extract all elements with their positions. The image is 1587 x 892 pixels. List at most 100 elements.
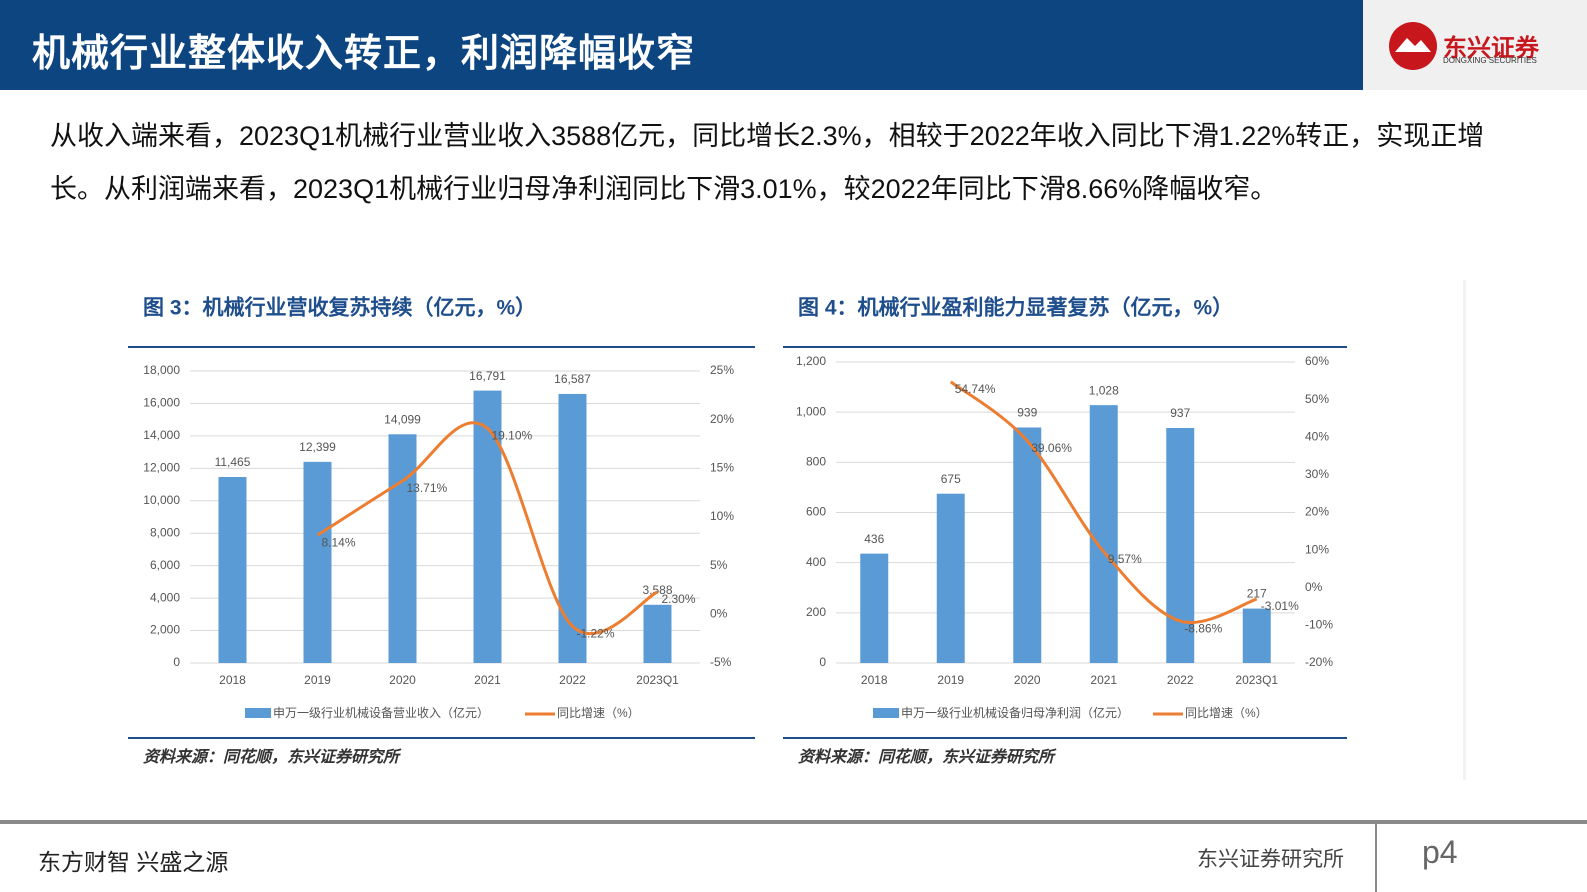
y2-tick-label: 5% [710,558,728,572]
line-series [949,380,1258,624]
x-tick-label: 2022 [559,673,586,687]
bar [936,493,965,663]
y2-tick-label: -10% [1305,618,1333,632]
legend-label: 申万一级行业机械设备归母净利润（亿元） [901,705,1129,720]
bar-value-label: 11,465 [215,455,251,469]
x-tick-label: 2018 [219,673,246,687]
legend-swatch [245,708,271,718]
y-tick-label: 2,000 [150,623,180,637]
legend-label: 申万一级行业机械设备营业收入（亿元） [273,705,489,720]
logo-name: 东兴证券 [1443,35,1539,62]
x-tick-label: 2020 [1014,673,1041,687]
x-tick-label: 2020 [389,673,416,687]
y-tick-label: 6,000 [150,558,180,572]
bar-value-label: 217 [1247,587,1267,601]
x-tick-label: 2019 [304,673,331,687]
bar-value-label: 675 [941,472,961,486]
y2-tick-label: 20% [710,412,734,426]
bar [558,393,587,663]
footer-separator [1375,824,1377,892]
y2-tick-label: 30% [1305,467,1329,481]
logo: 东兴证券 DONGXING SECURITIES [1363,0,1587,90]
logo-icon [1389,22,1437,70]
y2-tick-label: 15% [710,461,734,475]
bar [1089,405,1118,663]
bar [218,477,247,663]
footer-rule [0,820,1587,824]
logo-sub: DONGXING SECURITIES [1443,56,1537,65]
bar-value-label: 12,399 [299,440,336,454]
bar [303,461,332,663]
y2-tick-label: 40% [1305,429,1329,443]
line-value-label: 13.71% [407,481,448,495]
line-value-label: 54.74% [955,382,996,396]
footer-slogan: 东方财智 兴盛之源 [38,849,229,875]
chart-title: 图 3：机械行业营收复苏持续（亿元，%） [143,296,536,320]
bar-value-label: 436 [864,532,884,546]
line-value-label: 19.10% [492,429,533,443]
x-tick-label: 2021 [1090,673,1117,687]
header-bar: 机械行业整体收入转正，利润降幅收窄 [0,0,1363,90]
line-series [316,421,659,636]
x-tick-label: 2022 [1167,673,1194,687]
line-value-label: 2.30% [662,592,696,606]
bar [1013,427,1042,663]
y-tick-label: 14,000 [143,428,180,442]
y2-tick-label: 50% [1305,392,1329,406]
y-tick-label: 1,200 [796,354,826,368]
x-tick-label: 2023Q1 [1235,673,1278,687]
bar [860,553,889,663]
bar-value-label: 3,588 [642,583,672,597]
bar-value-label: 16,791 [469,369,506,383]
line-value-label: -3.01% [1261,599,1299,613]
bar [643,604,672,663]
y2-tick-label: 0% [710,607,728,621]
bar [388,434,417,663]
bar [1242,608,1271,663]
bar-value-label: 939 [1017,406,1037,420]
body-text: 从收入端来看，2023Q1机械行业营业收入3588亿元，同比增长2.3%，相较于… [50,121,1485,204]
y2-tick-label: 10% [710,509,734,523]
bar-value-label: 14,099 [384,412,421,426]
y-tick-label: 200 [806,605,826,619]
page-number: p4 [1422,834,1458,870]
y-tick-label: 600 [806,505,826,519]
y2-tick-label: 25% [710,363,734,377]
legend-label: 同比增速（%） [557,706,640,720]
y-tick-label: 12,000 [143,461,180,475]
chart-title: 图 4：机械行业盈利能力显著复苏（亿元，%） [798,296,1233,320]
y-tick-label: 400 [806,555,826,569]
chart-source: 资料来源：同花顺，东兴证券研究所 [798,748,1057,766]
x-tick-label: 2018 [861,673,888,687]
y-tick-label: 800 [806,455,826,469]
line-value-label: -8.86% [1184,621,1222,635]
bar [473,390,502,663]
y-tick-label: 1,000 [796,404,826,418]
y-tick-label: 18,000 [143,363,180,377]
chart-source: 资料来源：同花顺，东兴证券研究所 [143,748,402,766]
legend-swatch [873,708,899,718]
x-tick-label: 2023Q1 [636,673,679,687]
y-tick-label: 0 [819,655,826,669]
x-tick-label: 2021 [474,673,501,687]
line-value-label: 39.06% [1031,441,1072,455]
x-tick-label: 2019 [937,673,964,687]
line-value-label: 8.14% [322,535,356,549]
legend-label: 同比增速（%） [1185,706,1268,720]
y2-tick-label: -20% [1305,655,1333,669]
y2-tick-label: 0% [1305,580,1323,594]
y-tick-label: 4,000 [150,590,180,604]
bar [1166,427,1195,663]
line-value-label: 9.57% [1108,552,1142,566]
bar-value-label: 16,587 [554,372,591,386]
y2-tick-label: 10% [1305,542,1329,556]
y-tick-label: 16,000 [143,396,180,410]
y-tick-label: 10,000 [143,493,180,507]
bar-value-label: 1,028 [1089,383,1119,397]
slide-title: 机械行业整体收入转正，利润降幅收窄 [32,33,696,75]
y-tick-label: 0 [173,655,180,669]
y-tick-label: 8,000 [150,525,180,539]
footer-org: 东兴证券研究所 [1197,848,1344,871]
y2-tick-label: 60% [1305,354,1329,368]
